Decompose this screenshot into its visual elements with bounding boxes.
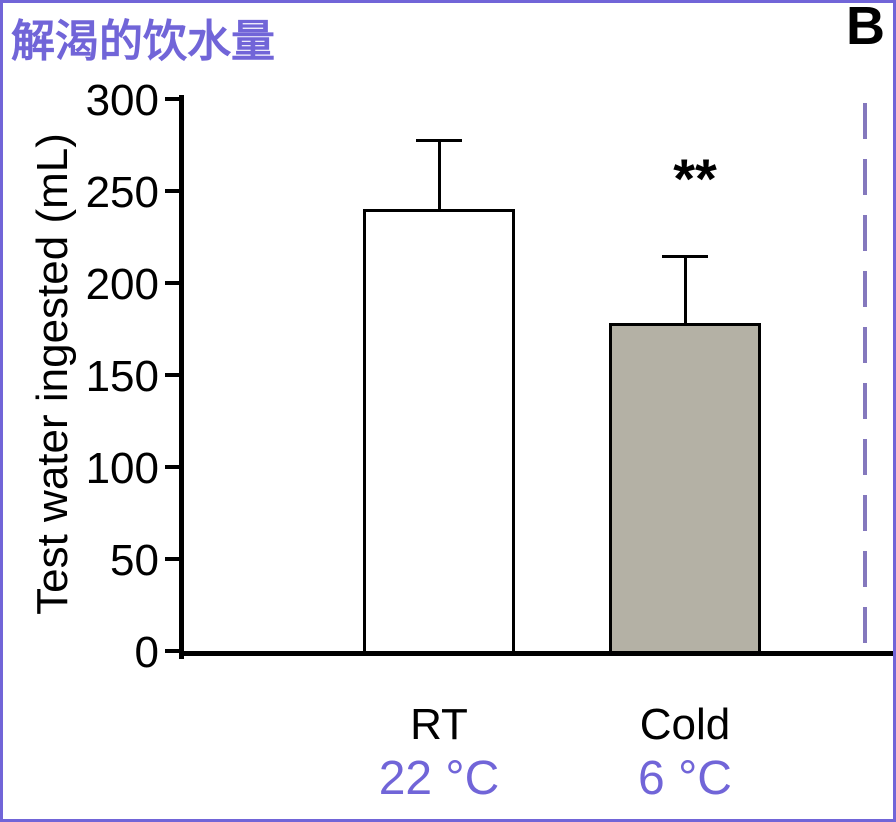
y-tick — [165, 189, 179, 193]
y-tick — [165, 557, 179, 561]
y-tick — [165, 373, 179, 377]
y-tick — [165, 281, 179, 285]
temp-label-rt: 22 °C — [378, 752, 500, 805]
bar-rt — [363, 209, 515, 654]
x-axis-line — [179, 651, 893, 656]
significance-marker: ** — [673, 147, 717, 210]
temp-label-cold: 6 °C — [638, 752, 732, 805]
panel-label: B — [846, 0, 885, 56]
y-tick — [165, 649, 179, 653]
error-bar-line — [683, 257, 687, 324]
y-tick-label: 300 — [85, 76, 159, 125]
y-tick — [165, 465, 179, 469]
y-axis-line — [179, 95, 184, 659]
y-tick-label: 0 — [134, 628, 159, 677]
y-tick-label: 250 — [85, 168, 159, 217]
chart-title: 解渴的饮水量 — [11, 17, 275, 66]
error-bar-line — [437, 141, 441, 210]
y-tick-label: 200 — [85, 260, 159, 309]
y-tick-label: 100 — [85, 444, 159, 493]
y-tick-label: 150 — [85, 352, 159, 401]
error-bar-cap — [662, 255, 708, 259]
bar-cold — [609, 323, 761, 654]
error-bar-cap — [416, 139, 462, 143]
y-tick-label: 50 — [110, 536, 159, 585]
y-tick — [165, 97, 179, 101]
panel-divider-dashed-line — [863, 103, 867, 651]
x-category-label-cold: Cold — [639, 700, 731, 749]
x-category-label-rt: RT — [410, 700, 468, 749]
